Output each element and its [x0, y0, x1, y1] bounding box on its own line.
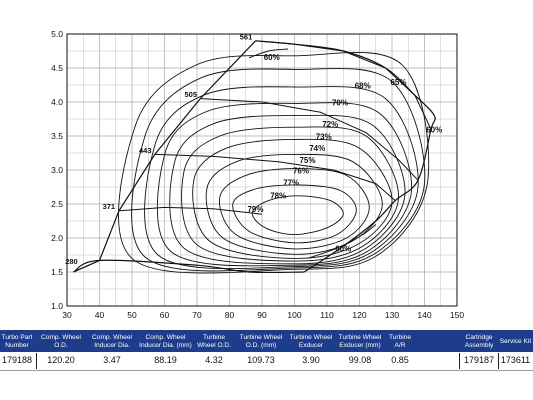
- speed-line-label: 505: [184, 90, 197, 99]
- y-tick-label: 4.5: [51, 63, 63, 73]
- value-comp-wheel-inducer-mm: 88.19: [154, 355, 177, 365]
- x-tick-label: 60: [160, 310, 170, 320]
- header-turbo-part-number: Turbo Part Number: [1, 334, 33, 349]
- efficiency-label: 60%: [426, 126, 442, 135]
- x-tick-label: 100: [287, 310, 301, 320]
- value-turbine-wheel-exducer-mm: 99.08: [348, 355, 372, 365]
- speed-line-label: 280: [65, 257, 78, 266]
- value-turbine-wheel-od-mm: 109.73: [247, 355, 275, 365]
- efficiency-label: 79%: [247, 205, 263, 214]
- y-tick-label: 3.0: [51, 165, 63, 175]
- value-comp-wheel-inducer: 3.47: [103, 355, 121, 365]
- column-divider: [498, 353, 499, 369]
- x-tick-label: 30: [62, 310, 72, 320]
- header-turbine-wheel-exducer-mm: Turbine Wheel Exducer (mm): [338, 334, 382, 349]
- x-tick-label: 110: [320, 310, 334, 320]
- y-tick-label: 5.0: [51, 29, 63, 39]
- x-tick-label: 40: [95, 310, 105, 320]
- choke-line: [255, 40, 436, 273]
- efficiency-label: 75%: [299, 156, 315, 165]
- y-tick-label: 3.5: [51, 131, 63, 141]
- speed-line: [200, 98, 419, 181]
- efficiency-island: [205, 153, 383, 255]
- y-tick-label: 1.0: [51, 301, 63, 311]
- y-tick-label: 4.0: [51, 97, 63, 107]
- header-turbine-ar: Turbine A/R: [388, 334, 412, 349]
- efficiency-label: 73%: [316, 132, 332, 141]
- spec-header-row: Turbo Part Number Comp. Wheel O.D. Comp.…: [0, 330, 533, 352]
- lower-boundary-line: [73, 259, 305, 274]
- efficiency-island: [156, 102, 412, 267]
- efficiency-label: 60%: [264, 53, 280, 62]
- value-turbo-part-number: 179188: [1, 355, 33, 365]
- efficiency-label: 77%: [283, 179, 299, 188]
- header-service-kit: Service Kit: [499, 337, 532, 345]
- speed-line-label: 443: [139, 146, 152, 155]
- x-tick-label: 70: [192, 310, 202, 320]
- efficiency-island: [181, 126, 399, 262]
- x-tick-label: 50: [127, 310, 137, 320]
- x-tick-label: 150: [450, 310, 464, 320]
- efficiency-island: [118, 51, 430, 274]
- efficiency-label: 60%: [335, 245, 351, 254]
- surge-line: [73, 40, 256, 273]
- efficiency-island: [219, 168, 370, 250]
- value-comp-wheel-od: 120.20: [47, 355, 75, 365]
- header-comp-wheel-inducer-mm: Comp. Wheel Inducer Dia. (mm): [139, 334, 192, 349]
- x-tick-label: 140: [417, 310, 431, 320]
- speed-line-label: 371: [103, 202, 116, 211]
- compressor-map-chart: 30 40 50 60 70 80 90 100 110 120 130 140 150 1.0 1.5 2.…: [51, 29, 464, 320]
- efficiency-label: 74%: [309, 144, 325, 153]
- header-turbine-wheel-od: Turbine Wheel O.D.: [196, 334, 232, 349]
- column-divider: [459, 353, 460, 369]
- speed-line: [154, 153, 396, 201]
- efficiency-island: [232, 184, 357, 244]
- value-cartridge-assembly: 179187: [463, 355, 495, 365]
- spec-table: Turbo Part Number Comp. Wheel O.D. Comp.…: [0, 330, 533, 371]
- header-comp-wheel-od: Comp. Wheel O.D.: [41, 334, 81, 349]
- x-tick-label: 130: [385, 310, 399, 320]
- header-turbine-wheel-exducer: Turbine Wheel Exducer: [289, 334, 333, 349]
- column-divider: [36, 353, 37, 369]
- efficiency-label: 70%: [332, 98, 348, 107]
- efficiency-label: 72%: [322, 120, 338, 129]
- header-turbine-wheel-od-mm: Turbine Wheel O.D. (mm): [239, 334, 283, 349]
- efficiency-island: [248, 48, 289, 59]
- plot-frame: [66, 33, 458, 307]
- header-cartridge-assembly: Cartridge Assembly: [464, 334, 494, 349]
- value-turbine-wheel-od: 4.32: [205, 355, 223, 365]
- y-tick-label: 2.0: [51, 233, 63, 243]
- efficiency-island: [144, 86, 419, 270]
- efficiency-label: 78%: [270, 192, 286, 201]
- x-tick-label: 90: [257, 310, 267, 320]
- efficiency-label: 65%: [390, 78, 406, 87]
- value-service-kit: 173611: [500, 355, 531, 365]
- y-tick-label: 1.5: [51, 267, 63, 277]
- speed-line-label: 561: [240, 32, 253, 41]
- value-turbine-ar: 0.85: [391, 355, 409, 365]
- value-turbine-wheel-exducer: 3.90: [302, 355, 320, 365]
- efficiency-label: 76%: [293, 166, 309, 175]
- x-tick-label: 80: [225, 310, 235, 320]
- speed-line: [118, 206, 263, 215]
- y-tick-label: 2.5: [51, 199, 63, 209]
- spec-value-row: 179188 120.20 3.47 88.19 4.32 109.73 3.9…: [0, 352, 533, 371]
- x-tick-label: 120: [352, 310, 366, 320]
- efficiency-island: [131, 67, 426, 272]
- efficiency-island: [251, 195, 344, 236]
- header-comp-wheel-inducer: Comp. Wheel Inducer Dia.: [92, 334, 132, 349]
- efficiency-label: 68%: [355, 81, 371, 90]
- efficiency-island: [192, 138, 393, 259]
